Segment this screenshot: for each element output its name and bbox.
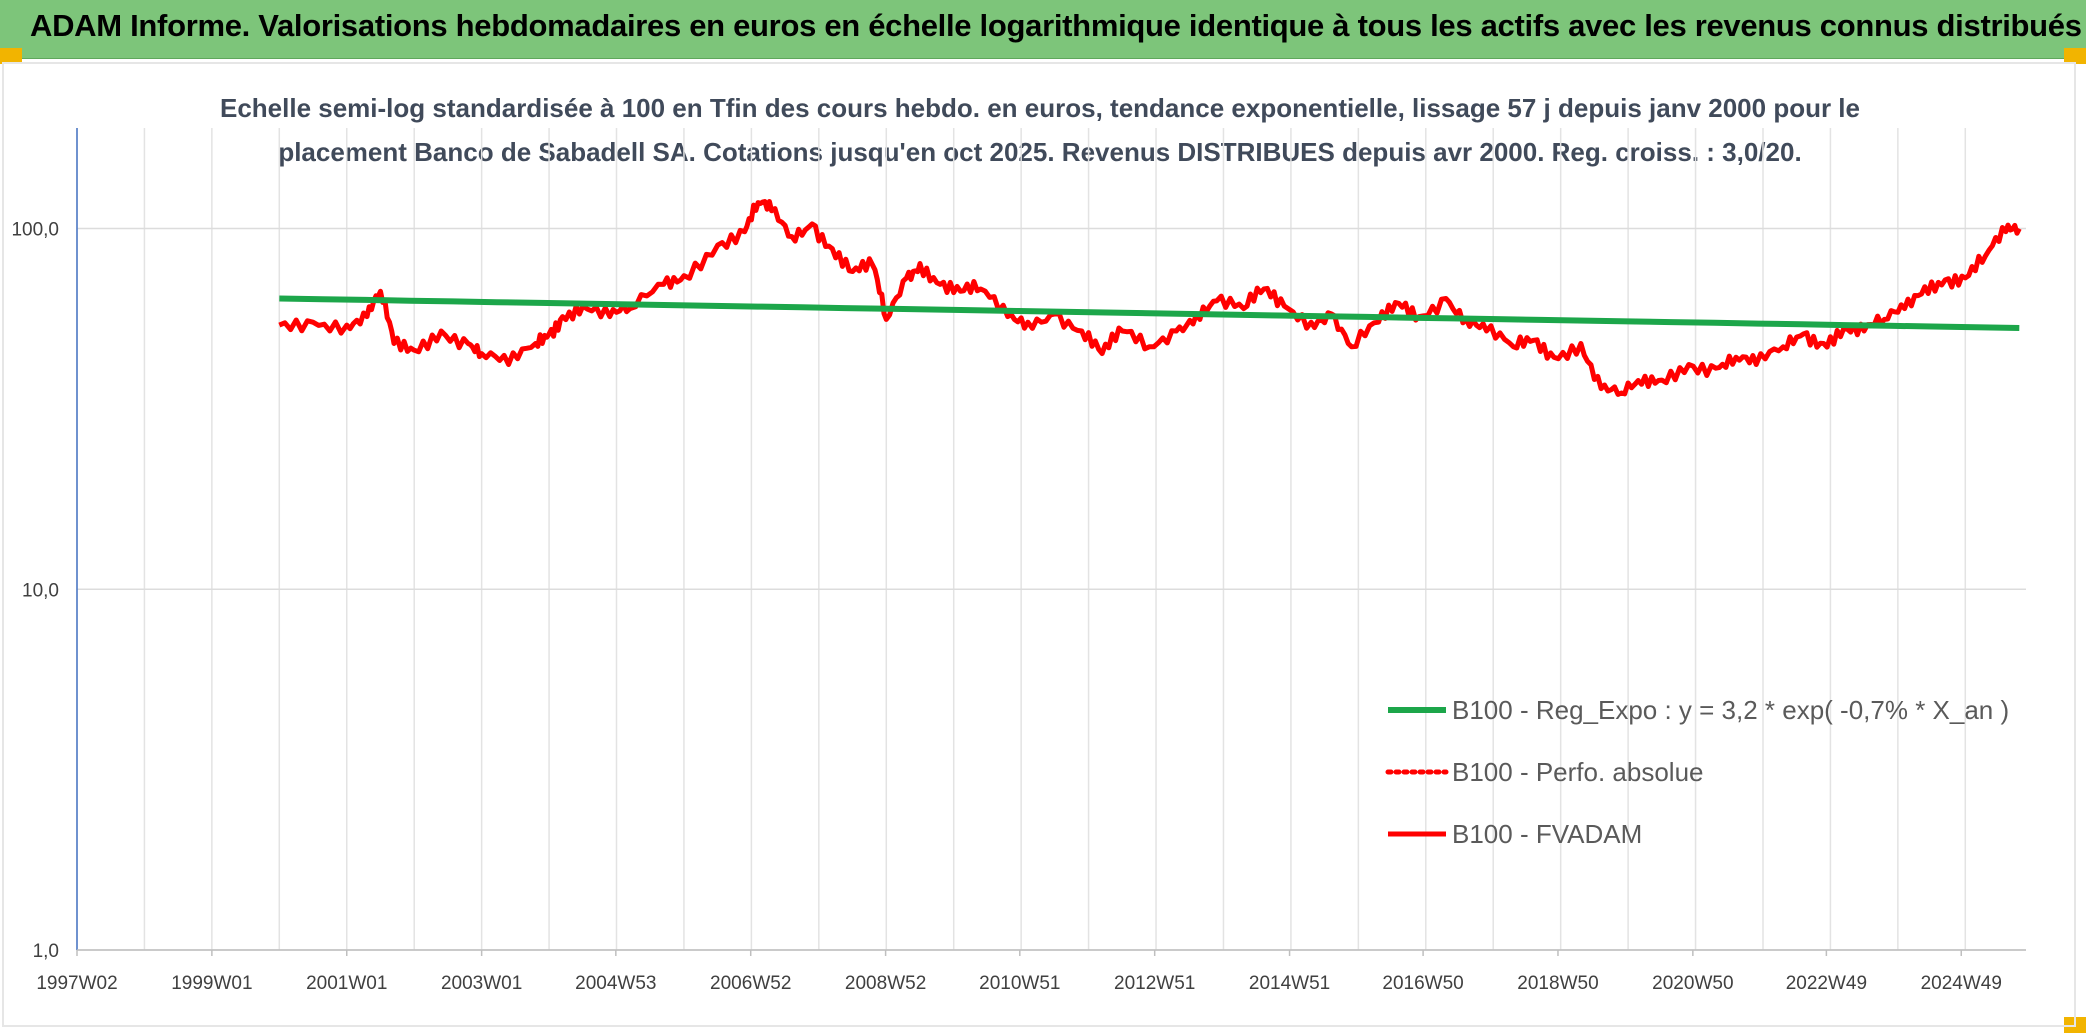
x-tick-label: 1999W01 bbox=[171, 973, 252, 994]
x-tick-label: 2006W52 bbox=[710, 973, 791, 994]
chart-title-line-2: placement Banco de Sabadell SA. Cotation… bbox=[278, 137, 1802, 167]
chart-frame bbox=[2, 62, 2076, 1027]
legend-item-reg-expo-label: B100 - Reg_Expo : y = 3,2 * exp( -0,7% *… bbox=[1452, 695, 2009, 725]
corner-marker-top-right bbox=[2064, 48, 2086, 64]
x-tick-label: 2012W51 bbox=[1114, 973, 1195, 994]
report-banner: ADAM Informe. Valorisations hebdomadaire… bbox=[0, 0, 2086, 59]
y-tick-label: 100,0 bbox=[11, 220, 59, 241]
x-tick-label: 1997W02 bbox=[36, 973, 117, 994]
x-tick-label: 2022W49 bbox=[1786, 973, 1867, 994]
x-tick-label: 2003W01 bbox=[441, 973, 522, 994]
x-tick-label: 2014W51 bbox=[1249, 973, 1330, 994]
corner-marker-top-left bbox=[0, 48, 22, 64]
series-line-reg-expo bbox=[279, 295, 2020, 331]
chart-title-line-1: Echelle semi-log standardisée à 100 en T… bbox=[219, 93, 1860, 123]
x-tick-label: 2016W50 bbox=[1382, 973, 1463, 994]
x-tick-label: 2001W01 bbox=[306, 973, 387, 994]
y-tick-label: 10,0 bbox=[22, 580, 59, 601]
x-tick-label: 2008W52 bbox=[845, 973, 926, 994]
x-tick-label: 2018W50 bbox=[1517, 973, 1598, 994]
series-line-fvadam bbox=[278, 199, 2022, 397]
report-title: ADAM Informe. Valorisations hebdomadaire… bbox=[30, 8, 2082, 43]
legend-item-perfo-absolue-label: B100 - Perfo. absolue bbox=[1452, 757, 1704, 787]
legend-item-fvadam-label: B100 - FVADAM bbox=[1452, 819, 1642, 849]
y-tick-label: 1,0 bbox=[33, 941, 59, 962]
x-tick-label: 2020W50 bbox=[1652, 973, 1733, 994]
x-tick-label: 2024W49 bbox=[1921, 973, 2002, 994]
x-tick-label: 2010W51 bbox=[979, 973, 1060, 994]
chart-title: Echelle semi-log standardisée à 100 en T… bbox=[180, 86, 1900, 174]
x-tick-label: 2004W53 bbox=[575, 973, 656, 994]
